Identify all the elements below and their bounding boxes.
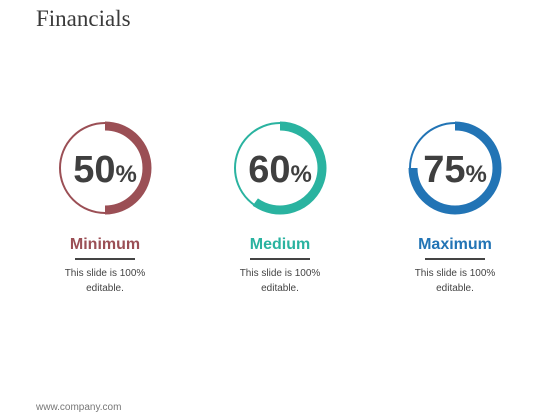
ring-arc <box>408 121 502 215</box>
description-line: This slide is 100% <box>414 268 496 279</box>
description-line: This slide is 100% <box>64 268 146 279</box>
progress-ring <box>408 121 502 215</box>
percentage-number: 50 <box>73 149 116 191</box>
ring-arc <box>104 121 152 215</box>
percent-sign: % <box>465 161 487 188</box>
ring-arc <box>252 121 327 215</box>
maximum-card: 75% Maximum This slide is 100% editable. <box>385 120 525 296</box>
percentage-number: 75 <box>423 149 466 191</box>
description-line: editable. <box>436 283 474 294</box>
medium-card: 60% Medium This slide is 100% editable. <box>210 120 350 296</box>
percentage-number: 60 <box>248 149 291 191</box>
card-label: Minimum <box>69 236 141 253</box>
percentage-value: 75% <box>385 148 525 200</box>
page-title: Financials <box>36 6 131 31</box>
label-underline <box>75 258 135 260</box>
percentage-value: 60% <box>210 148 350 200</box>
percent-sign: % <box>115 161 137 188</box>
label-underline <box>250 258 310 260</box>
card-description: This slide is 100% editable. <box>405 266 505 296</box>
progress-ring <box>234 121 327 215</box>
card-label: Medium <box>249 236 311 253</box>
percentage-value: 50% <box>35 148 175 200</box>
description-line: editable. <box>261 283 299 294</box>
percent-sign: % <box>290 161 312 188</box>
label-underline <box>425 258 485 260</box>
description-line: editable. <box>86 283 124 294</box>
card-label: Maximum <box>418 236 492 253</box>
footer-url: www.company.com <box>36 402 122 413</box>
description-line: This slide is 100% <box>239 268 321 279</box>
card-description: This slide is 100% editable. <box>230 266 330 296</box>
minimum-card: 50% Minimum This slide is 100% editable. <box>35 120 175 296</box>
card-description: This slide is 100% editable. <box>55 266 155 296</box>
progress-ring <box>59 121 152 215</box>
